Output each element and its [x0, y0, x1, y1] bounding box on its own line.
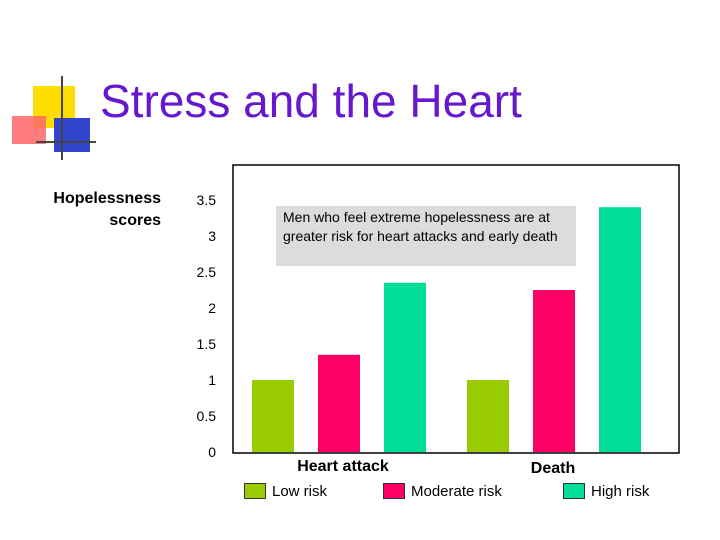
y-axis-title: Hopelessness scores	[53, 190, 161, 229]
legend-swatch-high-risk	[563, 483, 585, 499]
y-tick-label: 2.5	[197, 264, 217, 280]
y-tick-label: 0	[208, 444, 216, 460]
legend-label-moderate-risk: Moderate risk	[411, 482, 502, 500]
plot-area-frame	[232, 164, 680, 454]
legend-swatch-low-risk	[244, 483, 266, 499]
legend-item-moderate-risk: Moderate risk	[383, 482, 502, 500]
bar-moderate-risk-heart-attack	[318, 354, 360, 452]
legend-item-high-risk: High risk	[563, 482, 649, 500]
bar-high-risk-death	[599, 207, 641, 452]
legend-label-high-risk: High risk	[591, 482, 650, 500]
bar-low-risk-heart-attack	[252, 380, 294, 452]
y-tick-label: 0.5	[197, 408, 217, 424]
legend-label-low-risk: Low risk	[272, 482, 328, 500]
bar-low-risk-death	[467, 380, 509, 452]
slide-logo	[12, 76, 96, 160]
logo-blue-square	[54, 118, 90, 152]
legend-item-low-risk: Low risk	[244, 482, 327, 500]
logo-red-square	[12, 116, 46, 144]
y-tick-label: 1	[208, 372, 216, 388]
x-category-label: Heart attack	[297, 458, 389, 475]
y-tick-label: 2	[208, 300, 216, 316]
slide-title: Stress and the Heart	[100, 75, 522, 127]
bar-moderate-risk-death	[533, 290, 575, 452]
legend-swatch-moderate-risk	[383, 483, 405, 499]
y-tick-label: 1.5	[197, 336, 217, 352]
y-tick-label: 3.5	[197, 192, 217, 208]
chart-annotation: Men who feel extreme hopelessness are at…	[276, 206, 576, 266]
y-tick-label: 3	[208, 228, 216, 244]
bar-high-risk-heart-attack	[384, 282, 426, 452]
x-category-label: Death	[531, 460, 575, 477]
